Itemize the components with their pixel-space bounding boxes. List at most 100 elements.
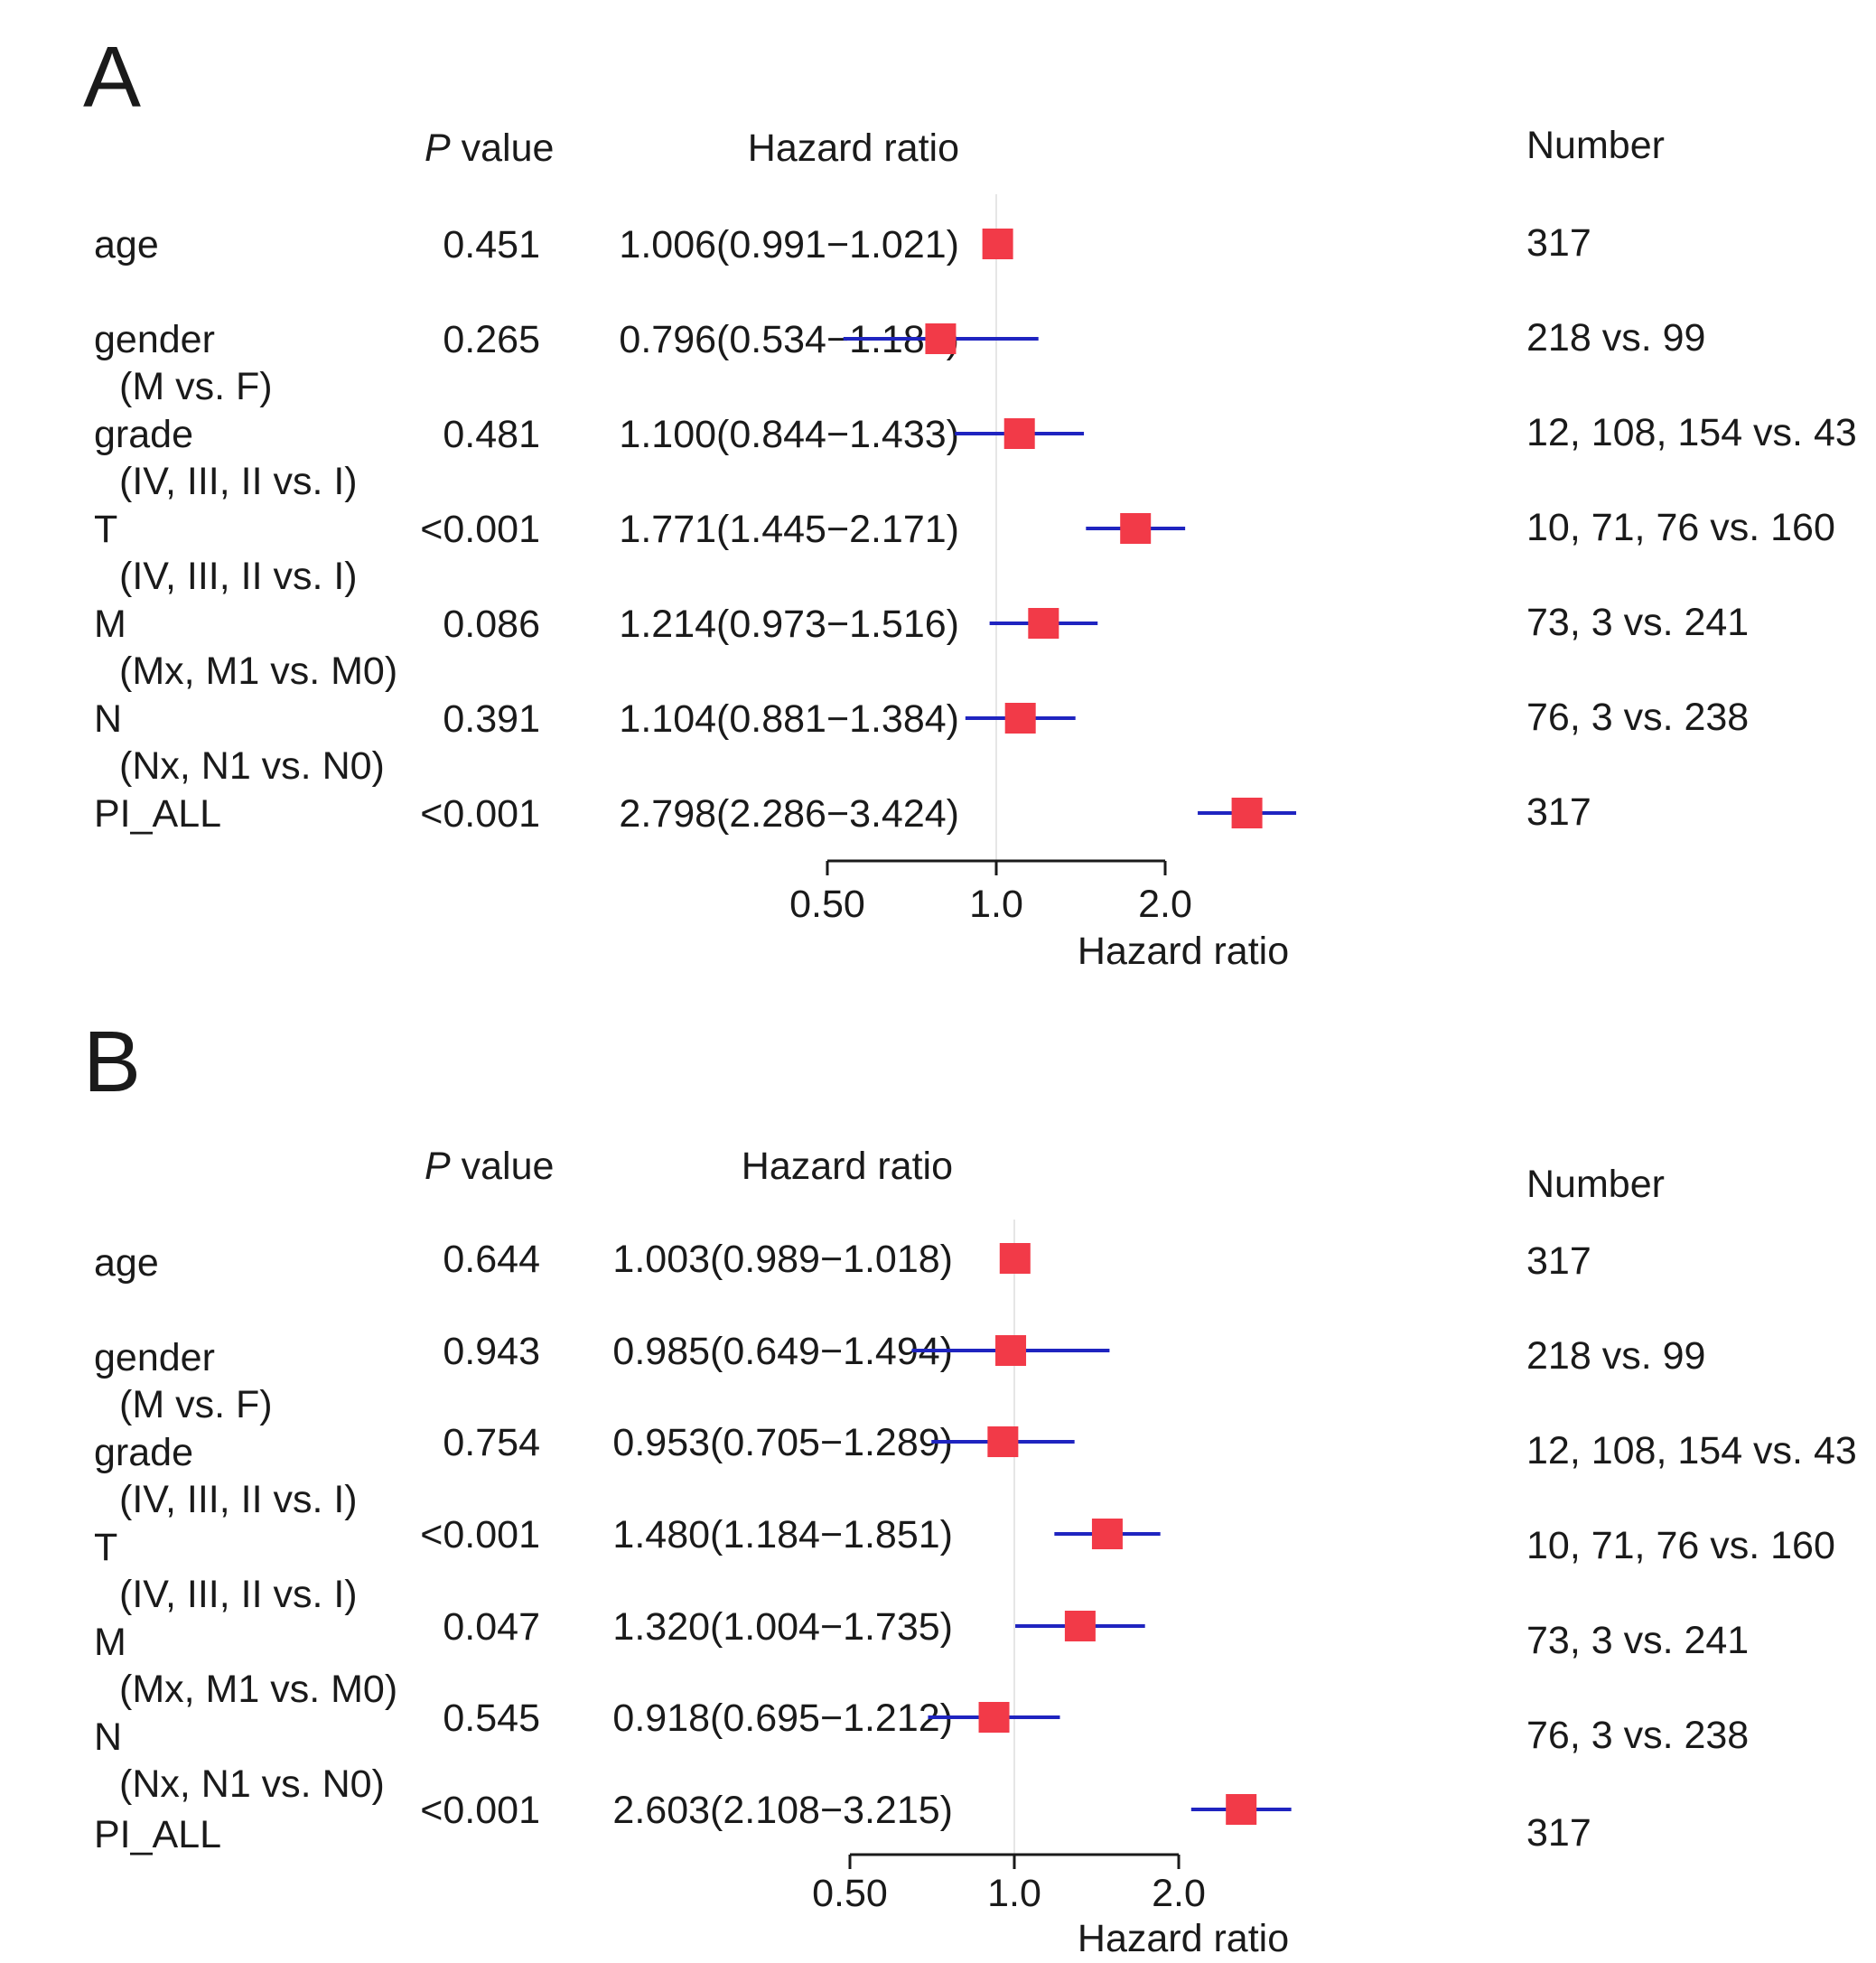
x-axis-title: Hazard ratio — [1078, 930, 1289, 973]
row-label: PI_ALL — [94, 792, 221, 836]
hr-marker — [1231, 798, 1263, 828]
p-value: 0.481 — [443, 413, 540, 456]
hr-marker — [1004, 703, 1036, 734]
row-sublabel: (Mx, M1 vs. M0) — [119, 650, 397, 693]
p-value: <0.001 — [420, 792, 540, 836]
number-header: Number — [1526, 1163, 1665, 1206]
hazard-ratio-ci: 0.918(0.695−1.212) — [612, 1697, 953, 1740]
hr-marker — [925, 323, 957, 354]
p-value-header: P value — [425, 126, 554, 170]
row-sublabel: (M vs. F) — [119, 365, 273, 408]
hr-marker — [1226, 1794, 1257, 1825]
hr-marker — [1091, 1519, 1123, 1549]
hazard-ratio-ci: 1.003(0.989−1.018) — [612, 1238, 953, 1281]
hazard-ratio-ci: 1.480(1.184−1.851) — [612, 1513, 953, 1556]
p-value: 0.545 — [443, 1697, 540, 1740]
row-label: grade — [94, 1431, 193, 1474]
p-value: 0.644 — [443, 1238, 540, 1281]
panel-letter: A — [83, 29, 141, 126]
hazard-ratio-ci: 2.603(2.108−3.215) — [612, 1789, 953, 1832]
number-value: 218 vs. 99 — [1526, 316, 1705, 360]
hr-marker — [1064, 1611, 1096, 1641]
forest-panel-a: A P value Hazard ratio Number age 0.451 1.006(… — [83, 29, 1857, 973]
row-label: N — [94, 697, 122, 741]
number-value: 317 — [1526, 1239, 1591, 1283]
row-label: age — [94, 223, 159, 266]
row-label: grade — [94, 413, 193, 456]
hr-marker — [995, 1335, 1027, 1366]
p-value: 0.754 — [443, 1421, 540, 1464]
row-label: M — [94, 1621, 126, 1664]
p-value: 0.086 — [443, 603, 540, 646]
forest-panel-b: B P value Hazard ratio Number age 0.644 1.003(… — [83, 1014, 1857, 1960]
x-tick-label: 2.0 — [1138, 883, 1192, 926]
number-header: Number — [1526, 124, 1665, 167]
hazard-ratio-ci: 1.320(1.004−1.735) — [612, 1605, 953, 1649]
hr-marker — [1028, 608, 1059, 639]
row-sublabel: (Mx, M1 vs. M0) — [119, 1668, 397, 1711]
p-value-header: P value — [425, 1145, 554, 1188]
p-value: 0.943 — [443, 1330, 540, 1373]
p-value: <0.001 — [420, 1513, 540, 1556]
hazard-ratio-header: Hazard ratio — [748, 126, 959, 170]
number-value: 10, 71, 76 vs. 160 — [1526, 1524, 1835, 1567]
hazard-ratio-ci: 1.104(0.881−1.384) — [619, 697, 959, 741]
x-tick-label: 1.0 — [969, 883, 1023, 926]
p-value: 0.451 — [443, 223, 540, 266]
hr-marker — [982, 229, 1013, 259]
row-sublabel: (Nx, N1 vs. N0) — [119, 744, 385, 788]
number-value: 317 — [1526, 221, 1591, 265]
row-label: gender — [94, 318, 215, 361]
p-value-word: value — [451, 1145, 555, 1188]
hr-marker — [1120, 513, 1152, 544]
row-label: T — [94, 508, 117, 551]
row-sublabel: (M vs. F) — [119, 1383, 273, 1426]
number-value: 12, 108, 154 vs. 43 — [1526, 411, 1857, 454]
number-value: 73, 3 vs. 241 — [1526, 1619, 1749, 1662]
row-sublabel: (Nx, N1 vs. N0) — [119, 1762, 385, 1806]
hazard-ratio-ci: 1.214(0.973−1.516) — [619, 603, 959, 646]
number-value: 317 — [1526, 790, 1591, 834]
row-label: age — [94, 1241, 159, 1285]
hazard-ratio-ci: 0.985(0.649−1.494) — [612, 1330, 953, 1373]
x-tick-label: 2.0 — [1152, 1872, 1206, 1915]
x-tick-label: 1.0 — [987, 1872, 1041, 1915]
x-tick-label: 0.50 — [812, 1872, 888, 1915]
p-value: 0.265 — [443, 318, 540, 361]
hazard-ratio-ci: 1.771(1.445−2.171) — [619, 508, 959, 551]
p-value: 0.047 — [443, 1605, 540, 1649]
number-value: 76, 3 vs. 238 — [1526, 696, 1749, 739]
number-value: 12, 108, 154 vs. 43 — [1526, 1429, 1857, 1472]
row-sublabel: (IV, III, II vs. I) — [119, 1478, 358, 1521]
row-sublabel: (IV, III, II vs. I) — [119, 460, 358, 503]
row-sublabel: (IV, III, II vs. I) — [119, 555, 358, 598]
p-italic: P — [425, 1145, 451, 1188]
p-italic: P — [425, 126, 451, 170]
x-tick-label: 0.50 — [789, 883, 865, 926]
hr-marker — [978, 1702, 1010, 1733]
hazard-ratio-ci: 1.100(0.844−1.433) — [619, 413, 959, 456]
row-label: M — [94, 603, 126, 646]
hazard-ratio-header: Hazard ratio — [742, 1145, 953, 1188]
number-value: 10, 71, 76 vs. 160 — [1526, 506, 1835, 549]
hazard-ratio-ci: 2.798(2.286−3.424) — [619, 792, 959, 836]
hazard-ratio-ci: 0.953(0.705−1.289) — [612, 1421, 953, 1464]
hr-marker — [999, 1243, 1031, 1274]
row-label: gender — [94, 1336, 215, 1379]
number-value: 317 — [1526, 1811, 1591, 1855]
row-sublabel: (IV, III, II vs. I) — [119, 1573, 358, 1616]
number-value: 73, 3 vs. 241 — [1526, 601, 1749, 644]
row-label: N — [94, 1715, 122, 1759]
row-label: PI_ALL — [94, 1813, 221, 1856]
p-value-word: value — [451, 126, 555, 170]
hr-marker — [987, 1426, 1019, 1457]
panel-letter: B — [83, 1014, 141, 1110]
number-value: 218 vs. 99 — [1526, 1334, 1705, 1378]
p-value: <0.001 — [420, 508, 540, 551]
hr-marker — [1003, 418, 1035, 449]
hazard-ratio-ci: 1.006(0.991−1.021) — [619, 223, 959, 266]
x-axis-title: Hazard ratio — [1078, 1917, 1289, 1960]
row-label: T — [94, 1526, 117, 1569]
p-value: <0.001 — [420, 1789, 540, 1832]
number-value: 76, 3 vs. 238 — [1526, 1714, 1749, 1757]
